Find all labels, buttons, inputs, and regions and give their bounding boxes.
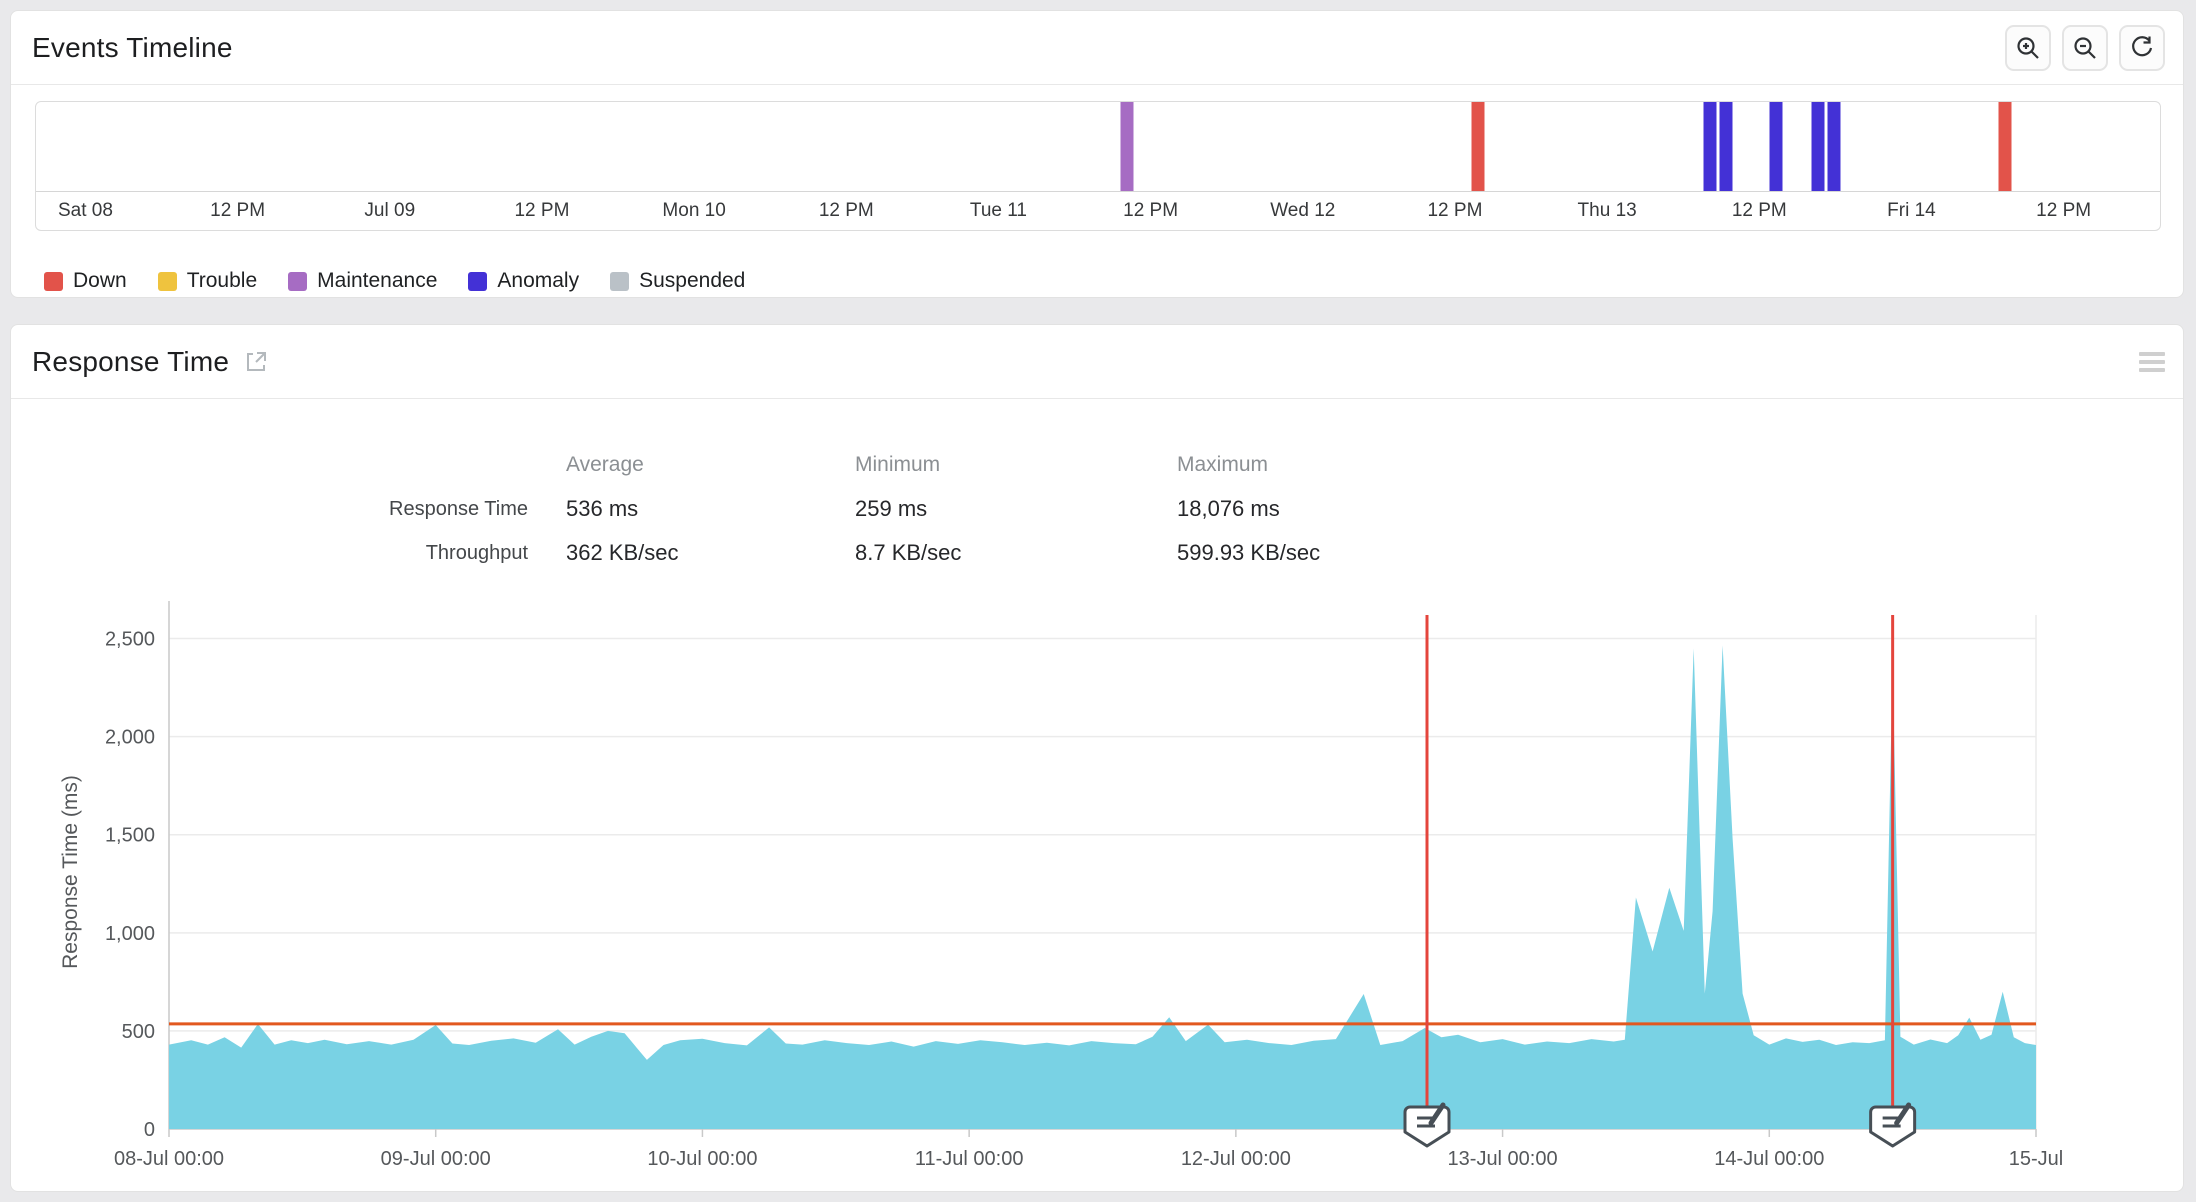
events-timeline-panel: Events Timeline xyxy=(10,10,2184,298)
x-tick-label: 14-Jul 00:00 xyxy=(1714,1148,1824,1170)
timeline-axis-label: 12 PM xyxy=(1427,199,1483,221)
stats-header-average: Average xyxy=(566,453,644,476)
timeline-axis-label: Jul 09 xyxy=(364,199,416,221)
y-tick-label: 2,500 xyxy=(105,629,155,651)
throughput-maximum: 599.93 KB/sec xyxy=(1177,540,1321,565)
timeline-axis-label: Wed 12 xyxy=(1270,199,1336,221)
open-in-new-window-icon[interactable] xyxy=(243,349,269,375)
legend-label: Maintenance xyxy=(317,269,438,292)
y-tick-label: 1,000 xyxy=(105,923,155,945)
x-tick-label: 09-Jul 00:00 xyxy=(381,1148,491,1170)
suspended-swatch-icon xyxy=(610,271,630,291)
annotation-pencil-badge-icon[interactable] xyxy=(1403,1102,1451,1148)
zoom-reset-button[interactable] xyxy=(2119,24,2165,71)
zoom-in-button[interactable] xyxy=(2005,24,2051,71)
response-time-minimum: 259 ms xyxy=(855,496,928,521)
response-time-area-series xyxy=(169,645,2036,1129)
timeline-strip[interactable] xyxy=(36,102,2160,192)
down-swatch-icon xyxy=(44,271,63,291)
x-tick-label: 11-Jul 00:00 xyxy=(915,1148,1024,1170)
response-stats-table: Average Minimum Maximum Response Time 53… xyxy=(11,443,1711,575)
trouble-swatch-icon xyxy=(157,271,177,291)
response-time-chart[interactable]: 0 500 1,000 1,500 2,000 2,500 08-Jul 00:00 09-J… xyxy=(11,587,2185,1187)
legend-item-suspended[interactable]: Suspended xyxy=(610,269,745,293)
stats-header-maximum: Maximum xyxy=(1177,453,1269,476)
response-time-maximum: 18,076 ms xyxy=(1177,496,1280,521)
x-tick-label: 12-Jul 00:00 xyxy=(1181,1148,1291,1170)
timeline-axis-label: Tue 11 xyxy=(969,199,1027,221)
timeline-axis: Sat 08 12 PM Jul 09 12 PM Mon 10 12 PM Tue 11 1… xyxy=(36,191,2160,230)
legend-item-anomaly[interactable]: Anomaly xyxy=(468,269,579,293)
timeline-event-marker-anomaly[interactable] xyxy=(1703,102,1717,191)
timeline-axis-label: Mon 10 xyxy=(662,199,726,221)
timeline-event-marker-anomaly[interactable] xyxy=(1769,102,1783,191)
legend-item-down[interactable]: Down xyxy=(44,269,127,293)
anomaly-swatch-icon xyxy=(468,271,488,291)
response-time-panel: Response Time Average Minimum Maximum Re… xyxy=(10,324,2184,1192)
y-tick-label: 1,500 xyxy=(105,825,155,847)
zoom-in-icon xyxy=(2014,34,2042,62)
timeline-zoom-toolbar xyxy=(2005,24,2165,71)
timeline-event-marker-down[interactable] xyxy=(1471,102,1485,191)
timeline-axis-label: 12 PM xyxy=(514,199,570,221)
timeline-axis-label: Sat 08 xyxy=(57,199,113,221)
legend-label: Anomaly xyxy=(497,269,580,292)
timeline-axis-label: 12 PM xyxy=(2036,199,2092,221)
legend-label: Down xyxy=(73,269,127,292)
timeline-event-marker-down[interactable] xyxy=(1998,102,2012,191)
y-axis-title: Response Time (ms) xyxy=(59,775,82,969)
timeline-legend: Down Trouble Maintenance Anomaly Suspend… xyxy=(44,269,745,293)
y-tick-label: 0 xyxy=(144,1119,155,1141)
y-tick-label: 500 xyxy=(122,1021,155,1043)
throughput-average: 362 KB/sec xyxy=(566,540,679,565)
timeline-axis-label: 12 PM xyxy=(1731,199,1787,221)
x-tick-label: 13-Jul 00:00 xyxy=(1448,1148,1558,1170)
timeline-event-marker-anomaly[interactable] xyxy=(1719,102,1733,191)
timeline-event-marker-anomaly[interactable] xyxy=(1811,102,1825,191)
timeline-event-marker-maintenance[interactable] xyxy=(1120,102,1134,191)
timeline-axis-label: Thu 13 xyxy=(1577,199,1637,221)
throughput-minimum: 8.7 KB/sec xyxy=(855,540,962,565)
response-time-header: Response Time xyxy=(11,325,2183,399)
x-tick-label: 08-Jul 00:00 xyxy=(114,1148,224,1170)
x-tick-label: 15-Jul xyxy=(2009,1148,2063,1170)
y-tick-label: 2,000 xyxy=(105,727,155,749)
chart-menu-icon[interactable] xyxy=(2139,351,2165,372)
legend-label: Trouble xyxy=(186,269,258,292)
events-timeline-header: Events Timeline xyxy=(11,11,2183,85)
timeline-axis-label: 12 PM xyxy=(818,199,874,221)
maintenance-swatch-icon xyxy=(288,271,308,291)
legend-item-trouble[interactable]: Trouble xyxy=(157,269,258,293)
x-tick-label: 10-Jul 00:00 xyxy=(647,1148,757,1170)
timeline-axis-label: 12 PM xyxy=(1123,199,1179,221)
events-timeline-title: Events Timeline xyxy=(32,31,233,63)
stats-row-label-response-time: Response Time xyxy=(389,497,528,520)
zoom-out-button[interactable] xyxy=(2062,24,2108,71)
zoom-out-icon xyxy=(2071,34,2099,62)
legend-item-maintenance[interactable]: Maintenance xyxy=(288,269,437,293)
timeline-axis-label: 12 PM xyxy=(210,199,266,221)
legend-label: Suspended xyxy=(639,269,746,292)
annotation-pencil-badge-icon[interactable] xyxy=(1869,1102,1917,1148)
timeline-chart: Sat 08 12 PM Jul 09 12 PM Mon 10 12 PM Tue 11 1… xyxy=(35,101,2161,231)
response-time-title: Response Time xyxy=(32,345,230,377)
stats-header-minimum: Minimum xyxy=(855,453,941,476)
stats-row-label-throughput: Throughput xyxy=(425,541,528,564)
response-time-average: 536 ms xyxy=(566,496,639,521)
timeline-event-marker-anomaly[interactable] xyxy=(1827,102,1841,191)
timeline-axis-label: Fri 14 xyxy=(1887,199,1936,221)
zoom-reset-icon xyxy=(2128,34,2156,62)
